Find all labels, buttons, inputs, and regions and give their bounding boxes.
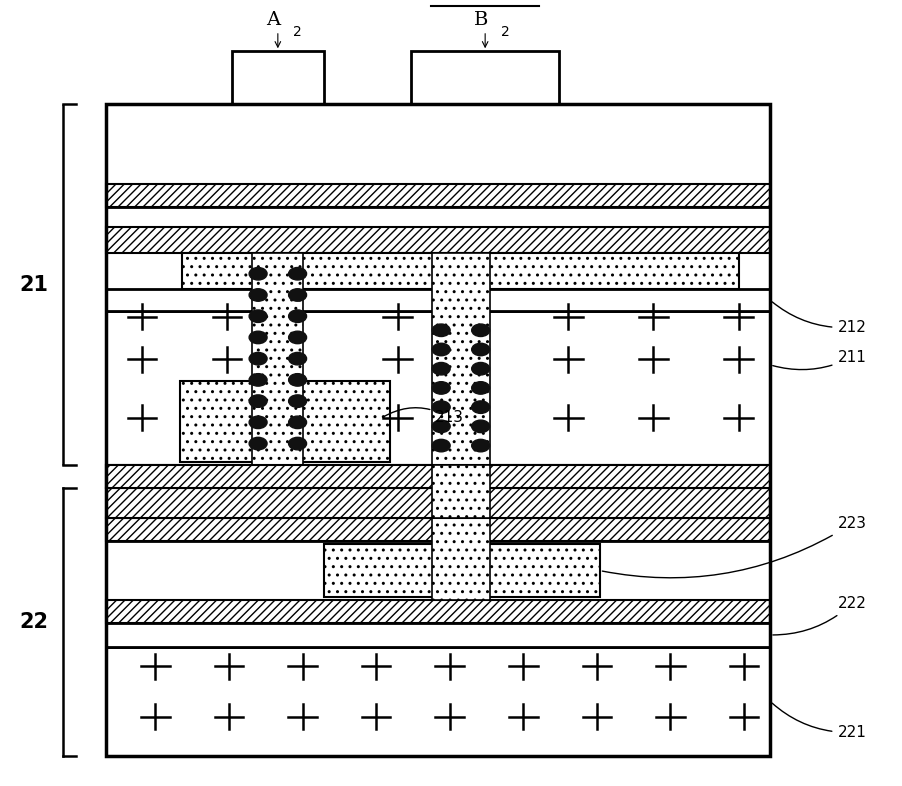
Ellipse shape xyxy=(432,439,450,452)
Ellipse shape xyxy=(471,324,489,336)
Text: 212: 212 xyxy=(771,302,865,335)
Bar xyxy=(182,252,738,289)
Text: A: A xyxy=(266,11,281,29)
Ellipse shape xyxy=(471,343,489,356)
Ellipse shape xyxy=(249,310,267,322)
Text: 211: 211 xyxy=(772,350,865,369)
Bar xyxy=(106,488,769,518)
Bar xyxy=(106,488,769,518)
Text: 221: 221 xyxy=(771,703,865,740)
Ellipse shape xyxy=(249,437,267,450)
Ellipse shape xyxy=(471,401,489,413)
Ellipse shape xyxy=(289,288,306,301)
Ellipse shape xyxy=(471,421,489,432)
Bar xyxy=(106,184,769,208)
Ellipse shape xyxy=(249,395,267,407)
Text: 2: 2 xyxy=(500,24,509,39)
Bar xyxy=(106,465,769,488)
Ellipse shape xyxy=(471,439,489,452)
Bar xyxy=(106,623,769,647)
Ellipse shape xyxy=(289,310,306,322)
Ellipse shape xyxy=(289,416,306,428)
Ellipse shape xyxy=(289,373,306,386)
Ellipse shape xyxy=(432,362,450,375)
Ellipse shape xyxy=(289,267,306,280)
Text: 222: 222 xyxy=(772,597,865,635)
Bar xyxy=(106,311,769,465)
Ellipse shape xyxy=(432,343,450,356)
Bar xyxy=(106,647,769,756)
Ellipse shape xyxy=(249,288,267,301)
Ellipse shape xyxy=(249,352,267,365)
Bar xyxy=(106,105,769,756)
Text: B: B xyxy=(473,11,487,29)
Bar xyxy=(106,542,769,600)
Bar xyxy=(106,227,769,252)
Bar xyxy=(431,252,490,600)
Ellipse shape xyxy=(249,267,267,280)
Bar xyxy=(106,105,769,184)
Bar xyxy=(431,465,490,518)
Bar xyxy=(410,51,558,105)
Bar xyxy=(106,208,769,227)
Bar xyxy=(106,600,769,623)
Bar xyxy=(106,465,769,488)
Bar xyxy=(324,544,599,597)
Text: 213: 213 xyxy=(383,408,464,425)
Ellipse shape xyxy=(432,421,450,432)
Ellipse shape xyxy=(289,352,306,365)
Ellipse shape xyxy=(289,437,306,450)
Ellipse shape xyxy=(289,395,306,407)
Bar xyxy=(106,518,769,542)
Ellipse shape xyxy=(249,373,267,386)
Text: 22: 22 xyxy=(20,612,49,632)
Ellipse shape xyxy=(249,416,267,428)
Text: 2: 2 xyxy=(293,24,301,39)
Ellipse shape xyxy=(432,401,450,413)
Bar xyxy=(106,289,769,311)
Ellipse shape xyxy=(432,324,450,336)
Ellipse shape xyxy=(432,382,450,394)
Ellipse shape xyxy=(471,362,489,375)
Text: 21: 21 xyxy=(20,274,49,295)
Bar xyxy=(252,252,303,465)
Ellipse shape xyxy=(471,382,489,394)
Ellipse shape xyxy=(249,331,267,343)
Text: 223: 223 xyxy=(602,516,865,578)
Bar xyxy=(232,51,324,105)
Ellipse shape xyxy=(289,331,306,343)
Bar xyxy=(180,380,390,462)
